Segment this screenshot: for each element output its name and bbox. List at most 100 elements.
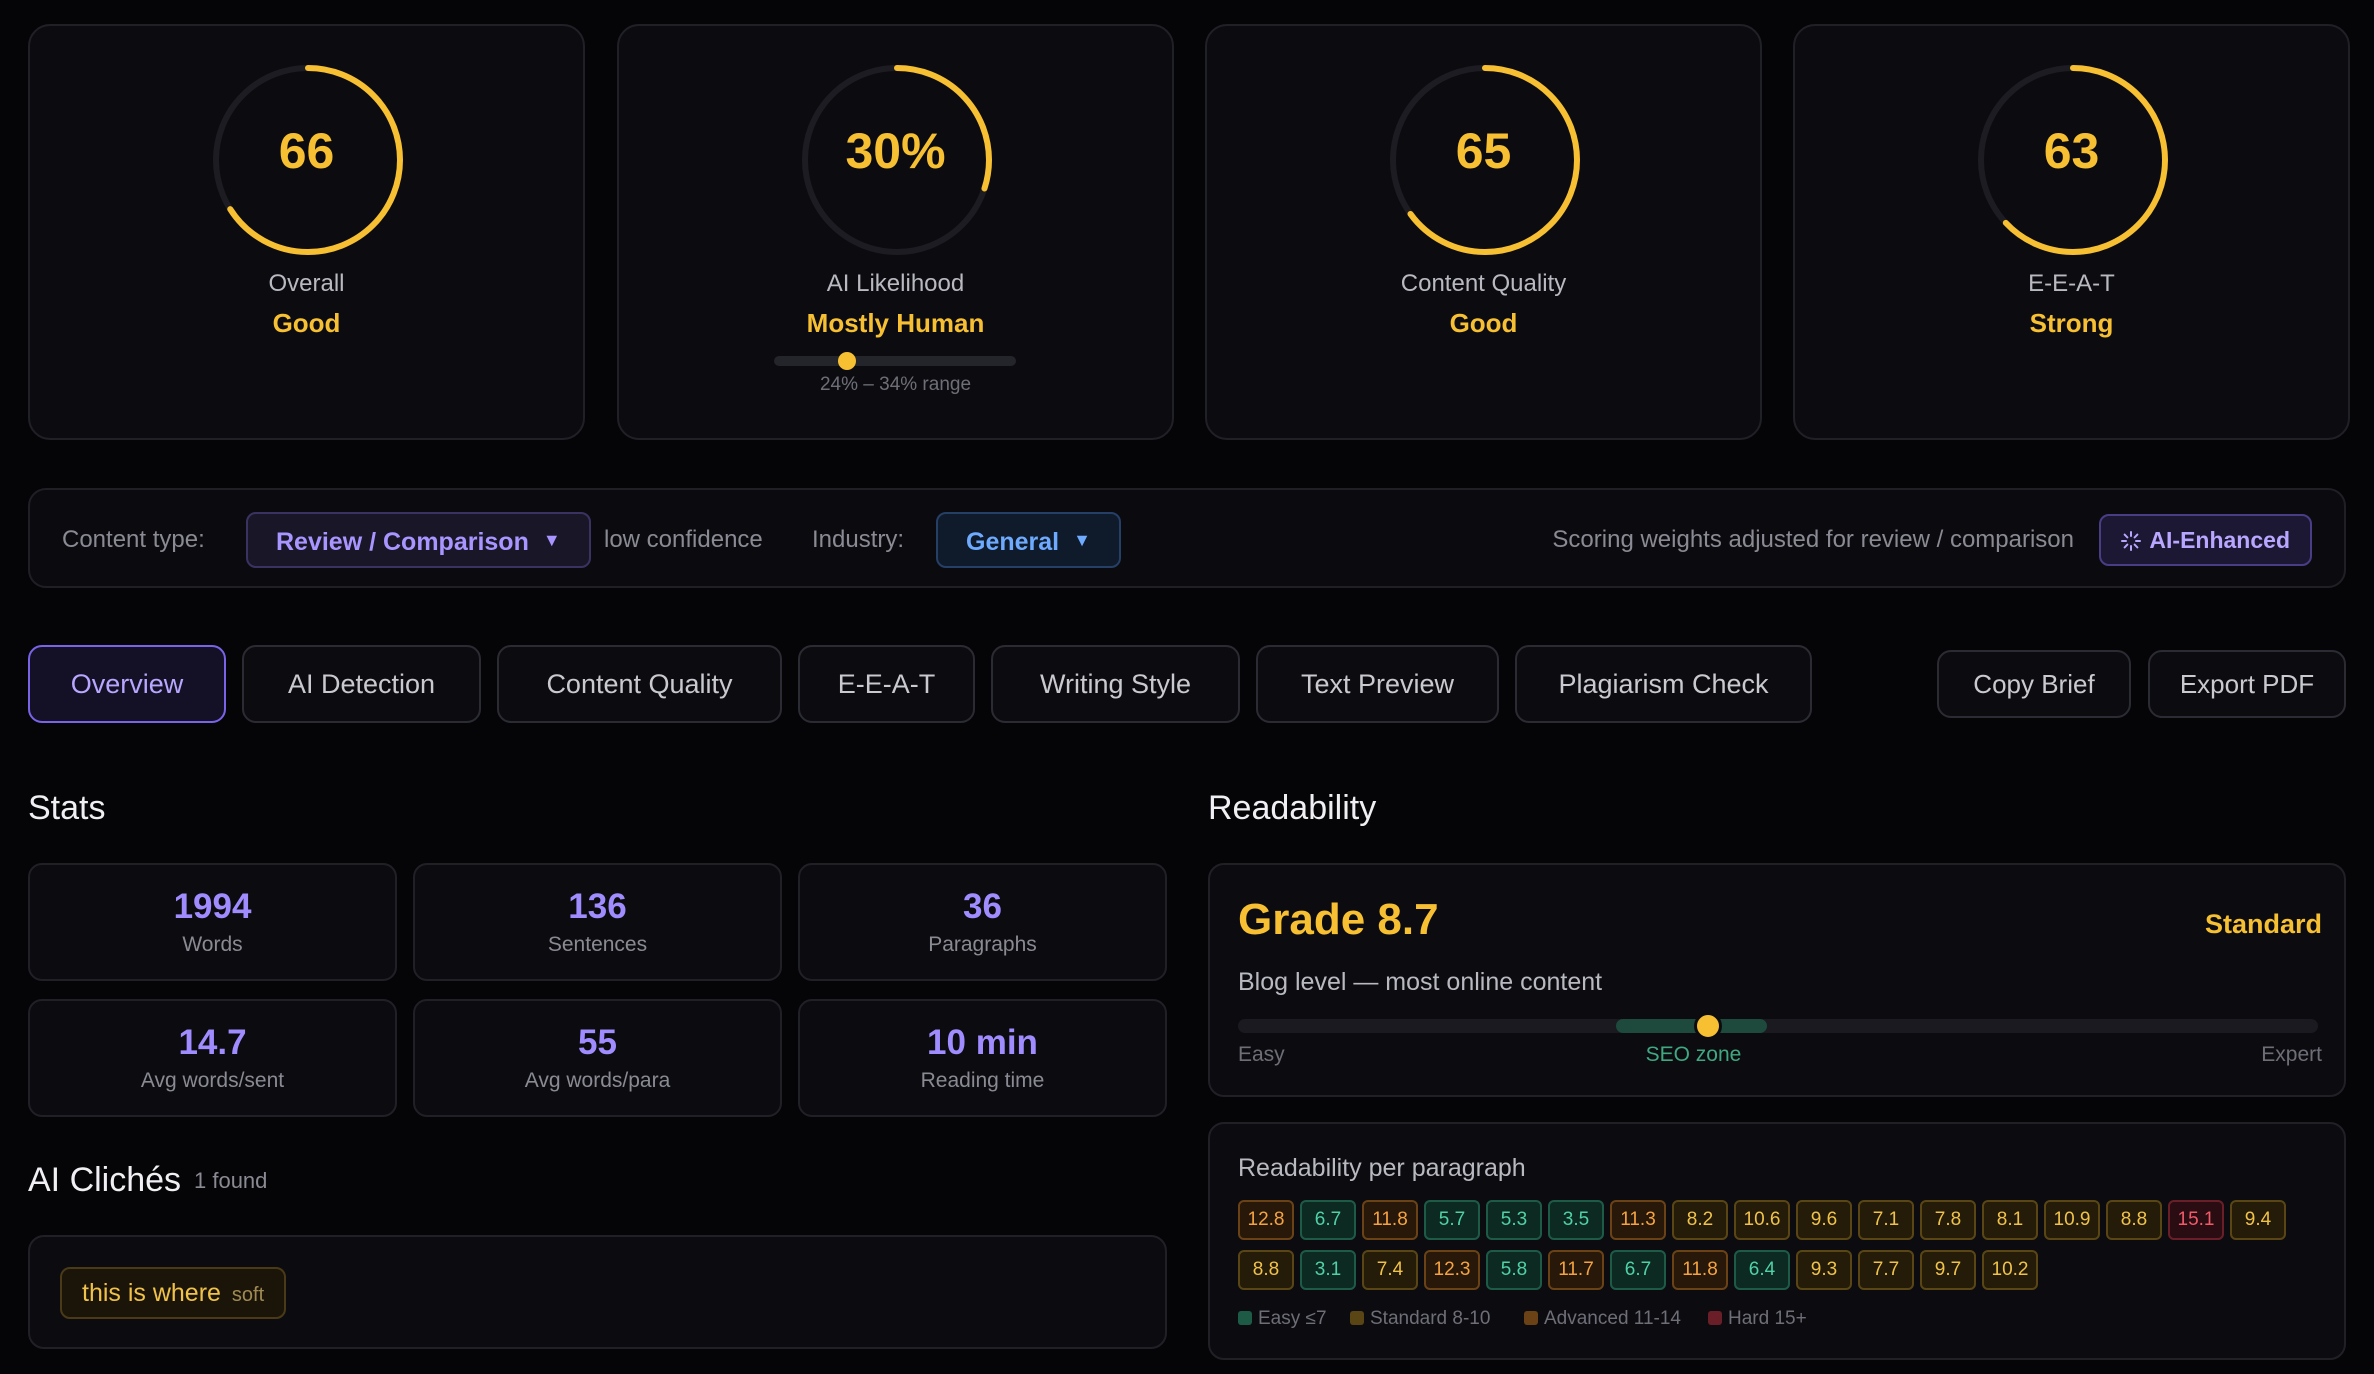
- paragraph-readability-chip[interactable]: 11.8: [1672, 1250, 1728, 1290]
- ai-likelihood-ring: [802, 65, 992, 255]
- stat-label: Paragraphs: [928, 933, 1037, 956]
- ai-likelihood-value: 30%: [845, 123, 946, 179]
- tab-eeat[interactable]: E-E-A-T: [798, 645, 975, 723]
- legend-advanced: Advanced 11-14: [1524, 1308, 1681, 1330]
- readability-scale: [1238, 1012, 2318, 1040]
- paragraph-readability-chip[interactable]: 9.4: [2230, 1200, 2286, 1240]
- stat-value: 10 min: [927, 1023, 1038, 1062]
- paragraph-readability-chip[interactable]: 5.7: [1424, 1200, 1480, 1240]
- scoring-weights-note: Scoring weights adjusted for review / co…: [1552, 526, 2074, 553]
- stat-label: Avg words/para: [524, 1069, 671, 1092]
- stat-avg-words-para: 55 Avg words/para: [413, 999, 782, 1117]
- tab-ai-detection[interactable]: AI Detection: [242, 645, 481, 723]
- overall-score-value: 66: [278, 123, 335, 179]
- stat-value: 1994: [173, 887, 252, 926]
- score-card-eeat: 63 E-E-A-T Strong: [1793, 24, 2350, 440]
- score-card-content-quality: 65 Content Quality Good: [1205, 24, 1762, 440]
- content-type-value: Review / Comparison: [276, 528, 529, 556]
- ai-likelihood-label: AI Likelihood: [826, 270, 965, 297]
- industry-value: General: [966, 528, 1060, 556]
- ai-cliches-count: 1 found: [194, 1168, 268, 1193]
- score-card-overall: 66 Overall Good: [28, 24, 585, 440]
- paragraph-readability-chip[interactable]: 7.7: [1858, 1250, 1914, 1290]
- paragraph-readability-chip[interactable]: 7.4: [1362, 1250, 1418, 1290]
- tab-overview[interactable]: Overview: [28, 645, 226, 723]
- ai-likelihood-verdict: Mostly Human: [806, 308, 985, 338]
- paragraph-readability-chip[interactable]: 7.1: [1858, 1200, 1914, 1240]
- paragraph-readability-chip[interactable]: 11.7: [1548, 1250, 1604, 1290]
- legend-label: Standard 8-10: [1370, 1308, 1491, 1329]
- paragraph-readability-chip[interactable]: 10.9: [2044, 1200, 2100, 1240]
- readability-grade: Grade 8.7: [1238, 895, 1439, 944]
- stat-label: Avg words/sent: [140, 1069, 285, 1092]
- paragraph-readability-chip[interactable]: 6.7: [1610, 1250, 1666, 1290]
- export-pdf-button[interactable]: Export PDF: [2148, 650, 2346, 718]
- paragraph-readability-chip[interactable]: 7.8: [1920, 1200, 1976, 1240]
- content-quality-label: Content Quality: [1400, 270, 1567, 297]
- paragraph-readability-chip[interactable]: 5.3: [1486, 1200, 1542, 1240]
- paragraph-readability-chip[interactable]: 9.3: [1796, 1250, 1852, 1290]
- readability-grade-panel: Grade 8.7 Standard Blog level — most onl…: [1208, 863, 2346, 1097]
- stats-heading: Stats: [28, 789, 106, 827]
- stat-value: 14.7: [178, 1023, 247, 1062]
- legend-hard: Hard 15+: [1708, 1308, 1807, 1330]
- stat-label: Reading time: [920, 1069, 1045, 1092]
- paragraph-readability-chip[interactable]: 10.2: [1982, 1250, 2038, 1290]
- paragraph-readability-chip[interactable]: 12.8: [1238, 1200, 1294, 1240]
- tab-text-preview[interactable]: Text Preview: [1256, 645, 1499, 723]
- stat-label: Sentences: [547, 933, 648, 956]
- paragraph-readability-chip[interactable]: 10.6: [1734, 1200, 1790, 1240]
- stat-value: 36: [963, 887, 1002, 926]
- paragraph-readability-chip[interactable]: 12.3: [1424, 1250, 1480, 1290]
- stat-value: 136: [568, 887, 627, 926]
- tab-content-quality[interactable]: Content Quality: [497, 645, 782, 723]
- tab-writing-style[interactable]: Writing Style: [991, 645, 1240, 723]
- content-type-label: Content type:: [62, 526, 205, 553]
- paragraph-readability-chip[interactable]: 6.4: [1734, 1250, 1790, 1290]
- legend-swatch: [1708, 1311, 1722, 1325]
- paragraph-readability-chip[interactable]: 8.1: [1982, 1200, 2038, 1240]
- industry-select[interactable]: General ▼: [936, 512, 1121, 568]
- stat-label: Words: [182, 933, 243, 956]
- ai-cliches-panel: this is where soft: [28, 1235, 1167, 1349]
- readability-grade-marker: [1693, 1012, 1722, 1040]
- content-quality-ring: [1390, 65, 1580, 255]
- legend-easy: Easy ≤7: [1238, 1308, 1327, 1330]
- cliche-tag[interactable]: this is where soft: [60, 1267, 287, 1319]
- paragraph-readability-chip[interactable]: 11.3: [1610, 1200, 1666, 1240]
- tab-plagiarism-check[interactable]: Plagiarism Check: [1515, 645, 1812, 723]
- paragraph-readability-chip[interactable]: 8.8: [2106, 1200, 2162, 1240]
- content-type-confidence: low confidence: [604, 526, 763, 553]
- chevron-down-icon: ▼: [1073, 530, 1091, 550]
- paragraph-readability-chip[interactable]: 9.7: [1920, 1250, 1976, 1290]
- score-card-ai-likelihood: 30% AI Likelihood Mostly Human 24% – 34%…: [617, 24, 1174, 440]
- seo-zone-band: [1616, 1019, 1768, 1033]
- legend-swatch: [1350, 1311, 1364, 1325]
- stat-words: 1994 Words: [28, 863, 397, 981]
- paragraph-readability-chip[interactable]: 9.6: [1796, 1200, 1852, 1240]
- paragraph-readability-chip[interactable]: 5.8: [1486, 1250, 1542, 1290]
- overall-score-ring: [213, 65, 403, 255]
- ai-likelihood-range-bar: [774, 352, 1016, 370]
- cliche-severity: soft: [231, 1284, 265, 1306]
- paragraph-readability-chip[interactable]: 11.8: [1362, 1200, 1418, 1240]
- ai-enhanced-label: AI-Enhanced: [2149, 527, 2290, 553]
- ai-likelihood-range-marker: [837, 352, 856, 370]
- content-type-select[interactable]: Review / Comparison ▼: [246, 512, 591, 568]
- paragraph-readability-chip[interactable]: 3.1: [1300, 1250, 1356, 1290]
- legend-label: Advanced 11-14: [1544, 1308, 1681, 1329]
- paragraph-readability-chip[interactable]: 8.8: [1238, 1250, 1294, 1290]
- paragraph-readability-chip[interactable]: 8.2: [1672, 1200, 1728, 1240]
- content-quality-value: 65: [1455, 123, 1512, 179]
- paragraph-readability-chip[interactable]: 3.5: [1548, 1200, 1604, 1240]
- paragraph-readability-chip[interactable]: 15.1: [2168, 1200, 2224, 1240]
- eeat-value: 63: [2043, 123, 2100, 179]
- copy-brief-button[interactable]: Copy Brief: [1937, 650, 2131, 718]
- readability-heading: Readability: [1208, 789, 1377, 827]
- readability-level: Standard: [2204, 909, 2322, 939]
- paragraph-readability-chip[interactable]: 6.7: [1300, 1200, 1356, 1240]
- ai-enhanced-badge[interactable]: AI-Enhanced: [2099, 514, 2312, 566]
- per-paragraph-title: Readability per paragraph: [1238, 1154, 1526, 1182]
- cliche-text: this is where: [82, 1279, 221, 1307]
- overall-score-label: Overall: [268, 270, 345, 297]
